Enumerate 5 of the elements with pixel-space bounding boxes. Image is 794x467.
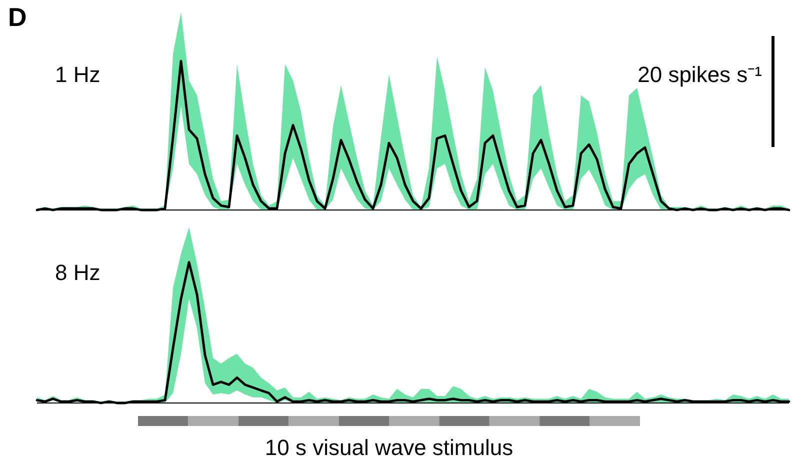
text: 10 s visual wave stimulus <box>264 435 514 460</box>
annotation: 20 spikes s⁻¹ <box>638 62 762 87</box>
text: D <box>8 2 27 32</box>
chart-title: 1 Hz <box>55 62 100 87</box>
chart-title: 8 Hz <box>55 260 100 285</box>
